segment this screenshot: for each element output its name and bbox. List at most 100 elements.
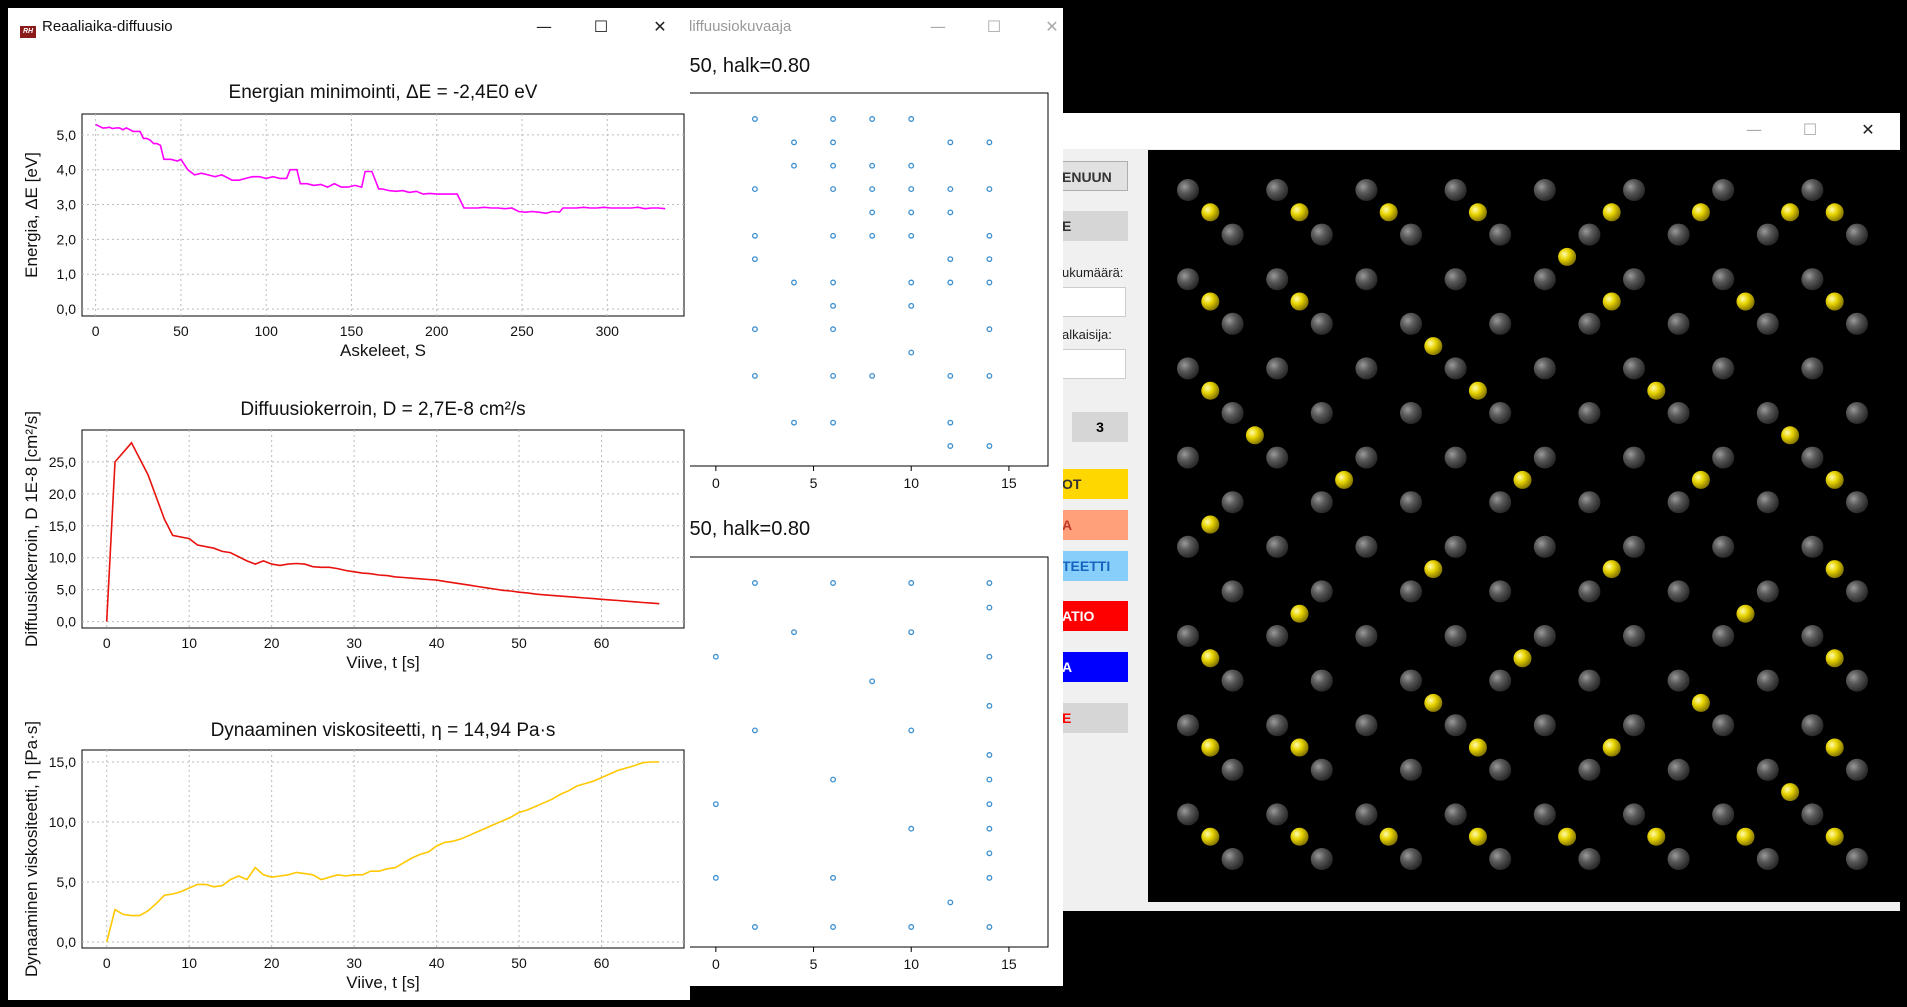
host-atom — [1444, 357, 1467, 380]
y-tick-label: 0,0 — [57, 934, 77, 950]
scatter-point — [751, 186, 758, 193]
host-atom — [1846, 312, 1868, 335]
diffusing-atom — [1825, 203, 1844, 222]
x-tick-label: 0 — [103, 955, 111, 971]
host-atom — [1310, 491, 1333, 514]
red-button[interactable]: ATIO — [1062, 601, 1128, 631]
lightblue-button[interactable]: TEETTI — [1062, 551, 1128, 581]
diffusing-atom — [1424, 693, 1443, 712]
scatter-point — [986, 604, 993, 611]
host-atom — [1846, 223, 1868, 246]
host-atom — [1801, 714, 1824, 737]
host-atom — [1221, 758, 1244, 781]
host-atom — [1221, 848, 1244, 870]
diffusing-atom — [1468, 827, 1487, 846]
x-tick-label: 200 — [425, 323, 449, 339]
scatter-point — [791, 279, 797, 286]
diffusing-atom — [1245, 426, 1264, 445]
x-tick-label: 50 — [173, 323, 189, 339]
value-box: 3 — [1072, 412, 1128, 442]
x-tick-label: 10 — [903, 475, 919, 491]
scatter-point — [947, 443, 954, 449]
simulation-window: — ☐ ✕ ENUUN E ukumäärä: alkaisija: 3 OT … — [1062, 113, 1900, 911]
minimize-button[interactable]: — — [930, 17, 946, 36]
close-button[interactable]: ✕ — [1861, 120, 1875, 139]
scatter-point — [947, 279, 954, 286]
diffusing-atom — [1379, 203, 1398, 222]
host-atom — [1355, 803, 1378, 826]
diffusing-atom — [1691, 203, 1710, 222]
host-atom — [1489, 402, 1512, 424]
host-atom — [1623, 268, 1645, 291]
host-atom — [1801, 357, 1824, 380]
diffusing-atom — [1825, 738, 1844, 757]
maximize-button[interactable]: ☐ — [986, 17, 1002, 36]
host-atom — [1221, 223, 1244, 246]
host-atom — [1355, 625, 1378, 647]
x-tick-label: 10 — [903, 956, 919, 972]
host-atom — [1533, 803, 1556, 826]
scatter-point — [830, 139, 837, 146]
host-atom — [1578, 402, 1601, 424]
scatter-point — [986, 139, 993, 146]
diffusing-atom — [1558, 827, 1577, 846]
host-atom — [1444, 268, 1467, 291]
close-button[interactable]: ✕ — [653, 17, 667, 36]
second-button[interactable]: E — [1062, 211, 1128, 241]
host-atom — [1533, 714, 1556, 737]
diffusing-atom — [1691, 470, 1710, 489]
scatter-point — [869, 116, 876, 122]
minimize-button[interactable]: — — [1746, 120, 1762, 139]
diffusing-atom — [1781, 426, 1800, 445]
host-atom — [1801, 446, 1824, 469]
diffusing-atom — [1290, 203, 1309, 222]
salmon-button[interactable]: A — [1062, 510, 1128, 540]
host-atom — [1712, 268, 1735, 291]
gray-button[interactable]: E — [1062, 703, 1128, 733]
scatter-point — [986, 232, 993, 239]
close-button[interactable]: ✕ — [1045, 17, 1059, 36]
data-series-line — [95, 123, 666, 215]
host-atom — [1400, 402, 1422, 424]
host-atom — [1712, 357, 1735, 380]
host-atom — [1355, 179, 1378, 201]
y-tick-label: 15,0 — [49, 518, 76, 534]
host-atom — [1623, 803, 1645, 826]
y-tick-label: 5,0 — [57, 582, 77, 598]
data-series-line — [105, 441, 660, 622]
host-atom — [1177, 268, 1199, 291]
scatter-point — [986, 825, 993, 832]
diffusing-atom — [1558, 247, 1577, 266]
menu-button[interactable]: ENUUN — [1062, 161, 1128, 191]
host-atom — [1578, 312, 1601, 335]
maximize-button[interactable]: ☐ — [1802, 120, 1818, 139]
energy-chart: Energian minimointi, ΔE = -2,4E0 eV 0 50 10… — [22, 82, 685, 360]
y-tick-label: 15,0 — [49, 754, 76, 770]
host-atom — [1177, 179, 1199, 201]
scatter-point — [947, 186, 954, 193]
scatter-point — [947, 372, 954, 379]
y-tick-label: 25,0 — [49, 454, 76, 470]
host-atom — [1400, 491, 1422, 514]
diffusing-atom — [1468, 738, 1487, 757]
first-input[interactable] — [1062, 349, 1126, 379]
diffusing-atom — [1825, 470, 1844, 489]
yellow-button[interactable]: OT — [1062, 469, 1128, 499]
diffusing-atom — [1513, 649, 1532, 668]
maximize-button[interactable]: ☐ — [593, 17, 609, 36]
y-axis-label: Energia, ΔE [eV] — [22, 152, 41, 278]
host-atom — [1489, 312, 1512, 335]
count-input[interactable] — [1062, 287, 1126, 317]
host-atom — [1667, 312, 1690, 335]
scatter-point — [791, 419, 797, 426]
minimize-button[interactable]: — — [536, 17, 552, 36]
diffusing-atom — [1513, 470, 1532, 489]
atom-lattice-canvas[interactable] — [1148, 150, 1900, 902]
y-tick-label: 5,0 — [57, 874, 77, 890]
diffusing-atom — [1468, 381, 1487, 400]
x-tick-label: 10 — [181, 635, 197, 651]
host-atom — [1177, 535, 1199, 558]
host-atom — [1177, 446, 1199, 469]
scatter-point — [986, 850, 993, 857]
blue-button[interactable]: A — [1062, 652, 1128, 682]
